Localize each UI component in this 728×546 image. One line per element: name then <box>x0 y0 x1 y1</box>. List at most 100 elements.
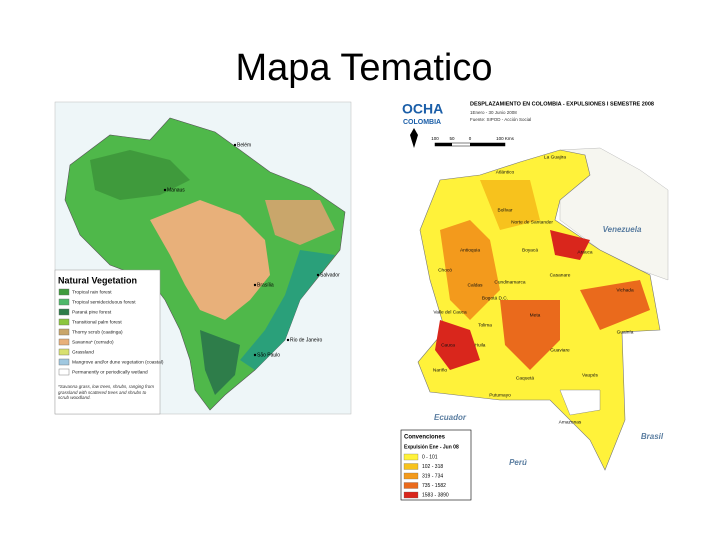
region-label: Boyacá <box>522 247 538 253</box>
country-label: Perú <box>509 458 527 467</box>
region-label: Guainía <box>617 329 634 335</box>
region-label: Cauca <box>441 342 455 348</box>
high-expulsion <box>580 280 650 330</box>
high-expulsion <box>440 220 500 320</box>
legend-subtitle: Expulsión Ene - Jun 08 <box>404 444 459 450</box>
legend-swatch <box>403 491 419 499</box>
rain-forest <box>90 150 190 200</box>
no-data <box>559 389 601 416</box>
region-label: Huila <box>475 342 486 348</box>
region-label: La Guajira <box>544 154 566 160</box>
scale-label: 0 <box>469 136 472 141</box>
mid-expulsion <box>480 180 540 230</box>
legend-label: Thorny scrub (caatinga) <box>72 329 123 335</box>
region-label: Arauca <box>577 249 593 255</box>
legend-label: Permanently or periodically wetland <box>72 369 148 375</box>
legend-label: 0 - 101 <box>422 454 438 460</box>
legend-swatch <box>58 318 70 326</box>
caatinga-region <box>265 200 335 245</box>
city-label: Brasília <box>257 282 274 288</box>
slide-title: Mapa Tematico <box>236 47 493 89</box>
legend-note-box: *Savanna grass, low trees, shrubs, rangi… <box>58 384 155 400</box>
city-dot <box>253 353 257 357</box>
legend-title: Natural Vegetation <box>58 275 137 285</box>
highest-expulsion <box>435 320 480 370</box>
north-arrow <box>410 128 418 148</box>
legend-swatch <box>403 453 419 461</box>
legend-label: Transitional palm forest <box>72 319 122 325</box>
region-label: Bogotá D.C. <box>482 295 508 301</box>
high-expulsion <box>500 300 560 370</box>
map-dates: 1Enero - 30 Junio 2008 <box>470 110 517 115</box>
legend-swatch <box>58 328 70 336</box>
city-label: Salvador <box>320 272 340 278</box>
colombia-map: OCHA COLOMBIA DESPLAZAMIENTO EN COLOMBIA… <box>400 98 669 501</box>
legend-swatch <box>58 298 70 306</box>
highest-expulsion <box>550 230 590 260</box>
city-dot <box>253 283 257 287</box>
coastal-forest <box>240 250 335 370</box>
region-label: Putumayo <box>489 392 511 398</box>
ocha-logo-sub: COLOMBIA <box>403 119 441 126</box>
legend-swatch <box>58 358 70 366</box>
legend-title: Convenciones <box>404 435 446 441</box>
legend-box <box>54 269 161 415</box>
legend-swatch <box>58 368 70 376</box>
region-label: Cundinamarca <box>494 279 526 285</box>
legend-label: Savanna* (cerrado) <box>72 339 114 345</box>
region-label: Nariño <box>433 367 447 373</box>
legend-swatch <box>58 348 70 356</box>
scale-bar-seg <box>470 143 505 146</box>
country-label: Venezuela <box>603 225 642 234</box>
scale-label: 100 Kms <box>496 136 515 141</box>
legend-label: Tropical rain forest <box>72 289 112 295</box>
legend-swatch <box>403 472 419 480</box>
pine-forest <box>200 330 240 395</box>
legend-label: 319 - 734 <box>422 473 443 479</box>
legend-swatch <box>403 463 419 470</box>
brazil-map: Natural Vegetation Tropical rain forest T… <box>54 101 352 415</box>
region-label: Norte de Santander <box>511 219 553 225</box>
region-label: Caldas <box>468 282 484 288</box>
legend-swatch <box>58 288 70 296</box>
region-label: Meta <box>530 312 541 318</box>
region-label: Bolívar <box>498 207 513 213</box>
city-dot <box>316 273 320 277</box>
region-label: Guaviare <box>550 347 570 353</box>
city-dot <box>163 188 167 192</box>
legend-note: *Savanna grass, low trees, shrubs, rangi… <box>58 384 155 400</box>
legend-label: Paraná pine forest <box>72 309 112 315</box>
legend-label: 735 - 1582 <box>422 483 446 489</box>
ocha-logo: OCHA <box>402 101 443 117</box>
region-label: Valle del Cauca <box>433 309 467 315</box>
region-label: Vaupés <box>582 372 599 378</box>
legend-label: Tropical semideciduous forest <box>72 299 136 305</box>
city-label: Belém <box>237 142 251 148</box>
scale-label: 100 <box>431 136 439 141</box>
city-dot <box>286 338 290 342</box>
region-label: Antioquia <box>460 247 480 253</box>
map-source: Fuente: SIPOD - Acción Social <box>470 117 531 122</box>
legend-swatch <box>403 482 419 489</box>
scale-label: 50 <box>449 136 455 141</box>
legend-swatch <box>58 308 70 316</box>
city-label: Manaus <box>167 187 185 193</box>
scale-bar-seg <box>435 143 452 146</box>
city-dot <box>233 143 237 147</box>
city-label: São Paulo <box>257 352 280 358</box>
country-label: Ecuador <box>434 413 467 422</box>
region-label: Caquetá <box>516 375 534 381</box>
legend-swatch <box>58 338 70 346</box>
venezuela-land <box>559 147 669 281</box>
region-label: Atlántico <box>496 169 515 175</box>
legend-label: Mangrove and/or dune vegetation (coastal… <box>72 359 164 365</box>
region-label: Amazonas <box>559 419 582 425</box>
legend-label: 1583 - 3890 <box>422 492 449 498</box>
savanna-region <box>150 200 270 320</box>
region-label: Chocó <box>438 267 452 273</box>
region-label: Vichada <box>616 287 634 293</box>
legend-label: Grassland <box>72 349 94 355</box>
map-title: DESPLAZAMIENTO EN COLOMBIA - EXPULSIONES… <box>470 101 654 107</box>
city-label: Rio de Janeiro <box>290 337 322 343</box>
